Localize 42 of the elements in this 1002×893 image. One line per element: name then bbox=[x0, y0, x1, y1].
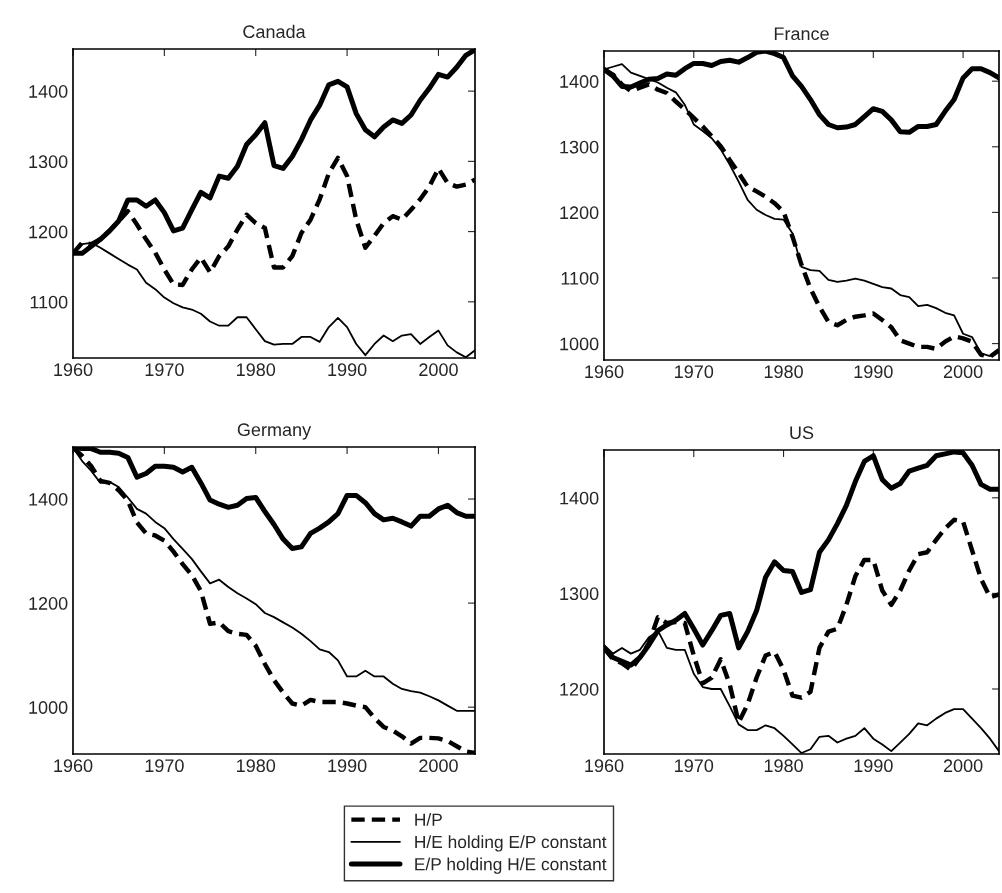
x-tick-label: 1970 bbox=[675, 365, 714, 379]
y-tick-label: 1300 bbox=[560, 587, 599, 601]
chart-title: Canada bbox=[243, 24, 306, 39]
x-tick-label: 1970 bbox=[675, 759, 714, 773]
legend-label: H/E holding E/P constant bbox=[415, 835, 607, 852]
y-tick-label: 1200 bbox=[29, 597, 68, 610]
y-tick-label: 1200 bbox=[29, 225, 68, 239]
x-tick-label: 1990 bbox=[328, 363, 367, 377]
x-tick-label: 1970 bbox=[145, 759, 184, 773]
x-tick-label: 1960 bbox=[585, 759, 624, 773]
x-tick-label: 2000 bbox=[419, 759, 458, 773]
legend-label: H/P bbox=[415, 813, 442, 826]
y-tick-label: 1400 bbox=[29, 492, 68, 506]
y-tick-label: 1100 bbox=[561, 271, 599, 285]
y-tick-label: 1400 bbox=[560, 75, 599, 88]
x-tick-label: 1980 bbox=[237, 759, 276, 773]
y-tick-label: 1300 bbox=[29, 155, 68, 169]
y-tick-label: 1200 bbox=[560, 682, 599, 696]
y-tick-label: 1200 bbox=[560, 206, 599, 220]
x-tick-label: 2000 bbox=[943, 759, 983, 773]
y-tick-label: 1300 bbox=[560, 140, 599, 154]
x-tick-label: 2000 bbox=[419, 363, 458, 377]
x-tick-label: 1970 bbox=[145, 363, 184, 377]
chart-title: France bbox=[774, 27, 829, 41]
y-tick-label: 1000 bbox=[29, 701, 68, 714]
x-tick-label: 1990 bbox=[854, 365, 893, 379]
x-tick-label: 1980 bbox=[237, 363, 276, 377]
y-tick-label: 1100 bbox=[30, 295, 68, 309]
y-tick-label: 1000 bbox=[560, 337, 599, 351]
chart-title: US bbox=[790, 426, 814, 440]
x-tick-label: 1980 bbox=[764, 365, 803, 379]
x-tick-label: 1980 bbox=[764, 759, 803, 773]
legend-label: E/P holding H/E constant bbox=[415, 857, 607, 874]
x-tick-label: 1960 bbox=[54, 363, 93, 377]
y-tick-label: 1400 bbox=[29, 85, 68, 98]
y-tick-label: 1400 bbox=[560, 491, 599, 505]
x-tick-label: 1960 bbox=[585, 365, 624, 379]
chart-title: Germany bbox=[237, 423, 312, 440]
x-tick-label: 1990 bbox=[854, 759, 893, 773]
x-tick-label: 1990 bbox=[328, 759, 367, 773]
x-tick-label: 2000 bbox=[943, 365, 983, 379]
x-tick-label: 1960 bbox=[54, 759, 93, 773]
